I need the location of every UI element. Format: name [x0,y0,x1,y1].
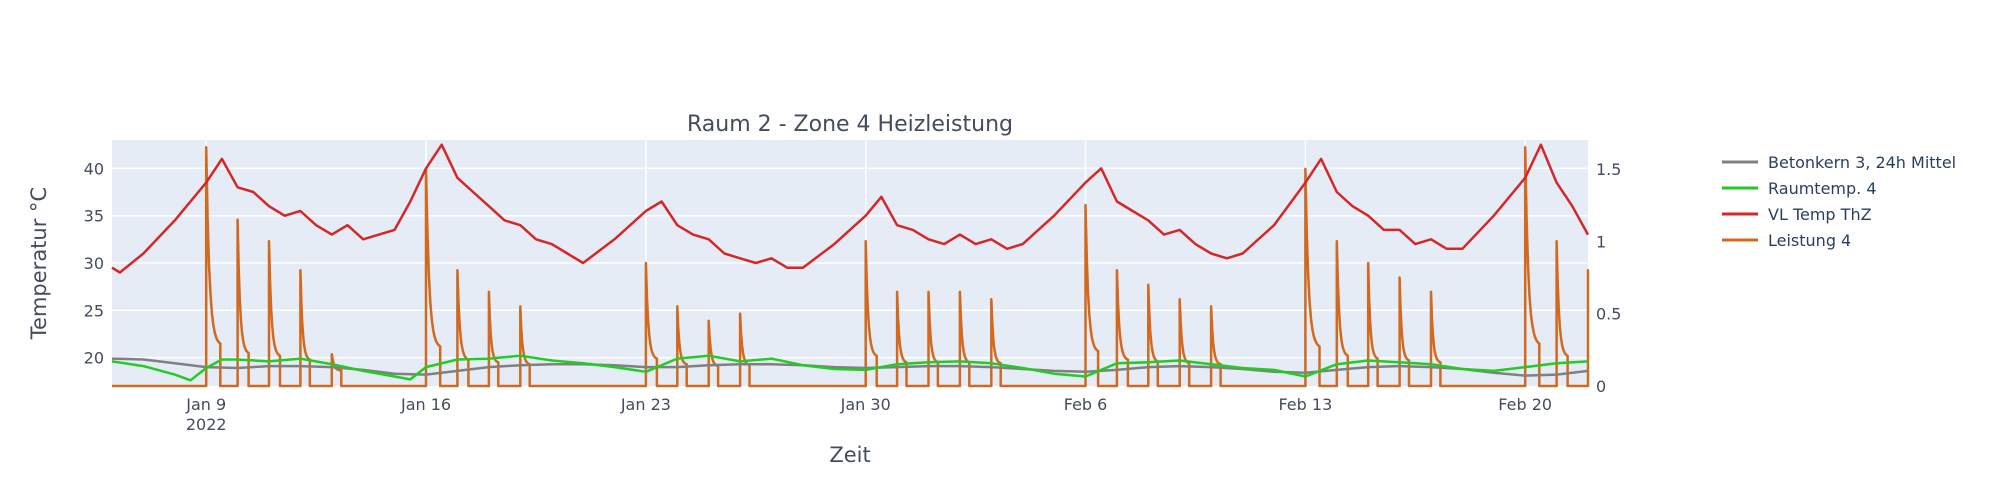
y-tick-label-3: 35 [84,207,104,226]
y-tick-label-1: 25 [84,301,104,320]
x-tick-label-1: Jan 16 [400,395,451,414]
y-tick-label-0: 20 [84,349,104,368]
x-tick-label-5: Feb 13 [1278,395,1332,414]
x-tick-label-3: Jan 30 [840,395,891,414]
series-vl-temp-line [111,143,1590,274]
series-leistung-line [112,145,1590,388]
y-tick-label-2: 30 [84,254,104,273]
grid-lines [112,140,1588,386]
legend-label-leistung: Leistung 4 [1768,231,1851,250]
y-axis-title: Temperatur °C [27,187,51,340]
legend: Betonkern 3, 24h Mittel Raumtemp. 4 VL T… [1722,153,1956,250]
y2-tick-label-1: 0.5 [1596,305,1621,324]
y2-tick-label-3: 1.5 [1596,160,1621,179]
x-tick-label-6: Feb 20 [1498,395,1552,414]
series-layer [111,143,1590,388]
x-tick-label-4: Feb 6 [1064,395,1108,414]
x-axis-title: Zeit [829,443,870,467]
series-raumtemp-line [111,354,1589,382]
legend-label-betonkern: Betonkern 3, 24h Mittel [1768,153,1956,172]
x-tick-label-2: Jan 23 [620,395,671,414]
y2-tick-label-0: 0 [1596,377,1606,396]
legend-label-raumtemp: Raumtemp. 4 [1768,179,1877,198]
chart-title: Raum 2 - Zone 4 Heizleistung [687,112,1013,137]
y-tick-label-4: 40 [84,159,104,178]
x-tick-label-0: Jan 9 [185,395,226,414]
legend-label-vl-temp: VL Temp ThZ [1768,205,1872,224]
y2-tick-label-2: 1 [1596,232,1606,251]
x-tick-sublabel-0: 2022 [186,415,227,434]
